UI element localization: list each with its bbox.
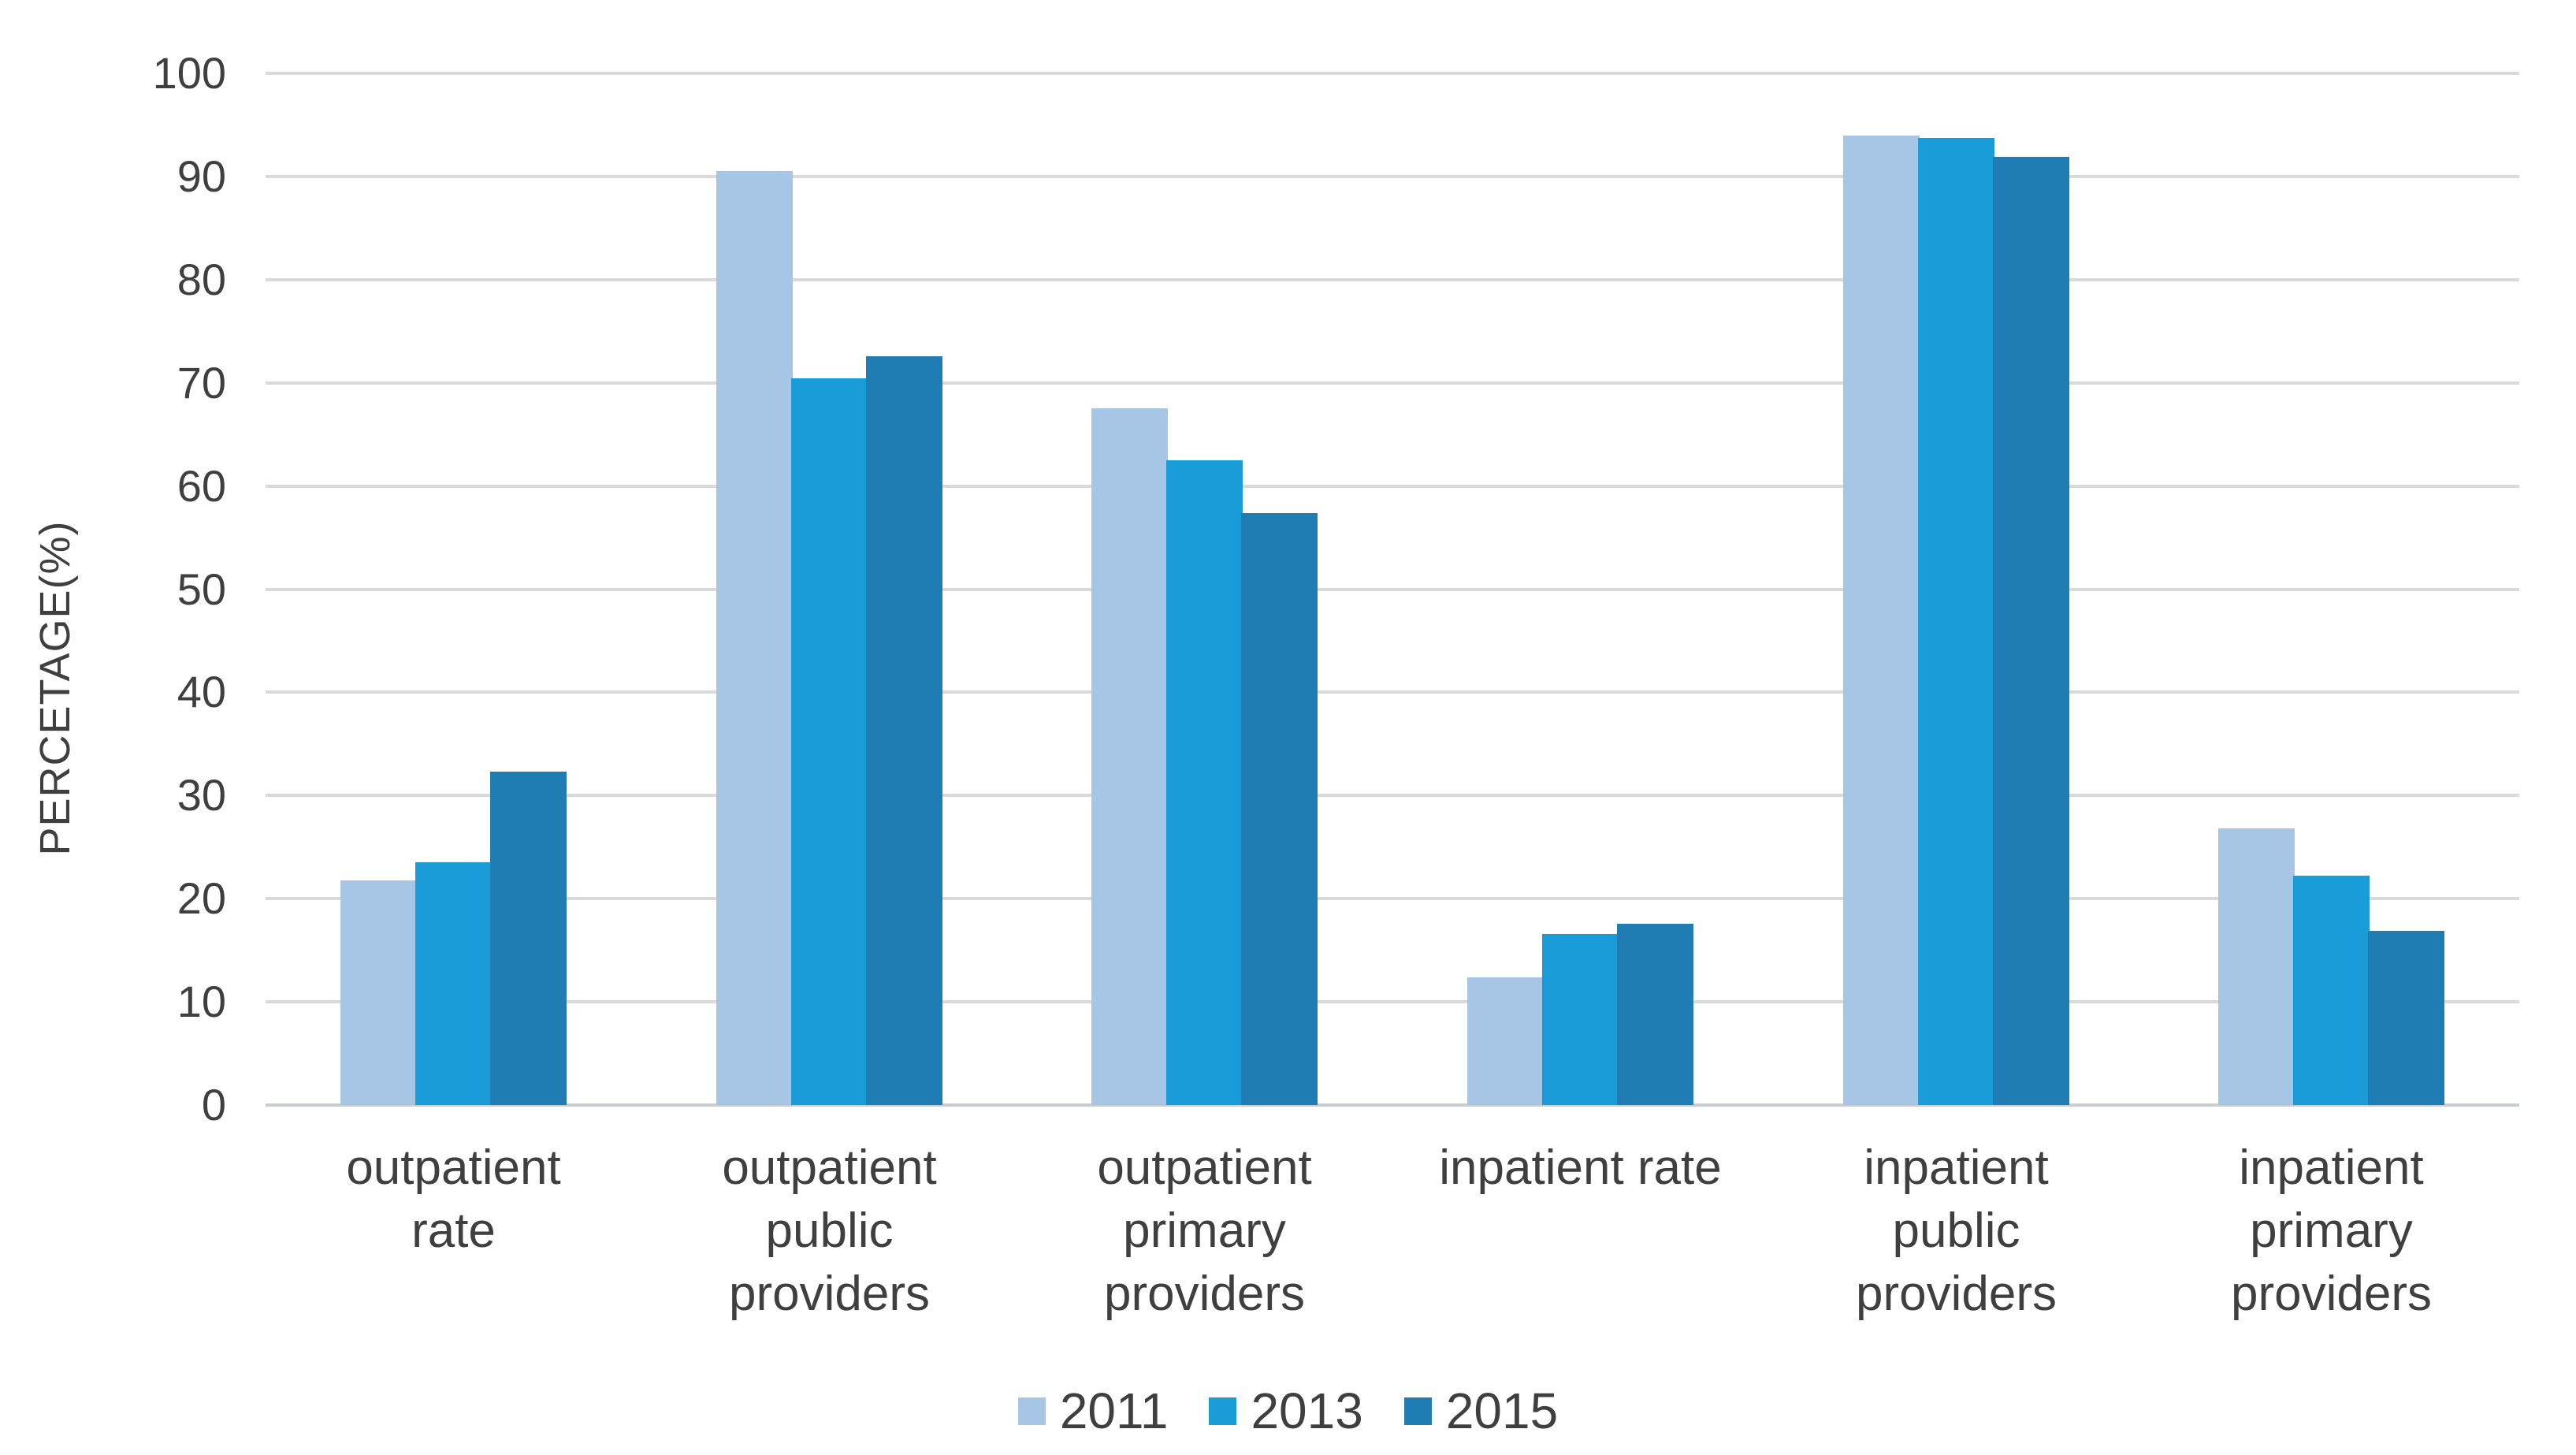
gridline-20 xyxy=(266,897,2519,901)
x-category-label-inpatient-public-providers: inpatient public providers xyxy=(1768,1137,2144,1326)
bar-2013-inpatient-public-providers xyxy=(1918,138,1994,1105)
bar-2015-outpatient-primary-providers xyxy=(1241,513,1318,1105)
bar-2015-inpatient-public-providers xyxy=(1993,157,2069,1105)
x-category-label-outpatient-public-providers: outpatient public providers xyxy=(641,1137,1017,1326)
x-category-label-line: providers xyxy=(729,1267,930,1321)
x-category-label-line: providers xyxy=(1856,1267,2057,1321)
y-tick-label-0: 0 xyxy=(201,1080,226,1129)
legend-item-2013: 2013 xyxy=(1209,1382,1363,1439)
bar-2015-inpatient-rate xyxy=(1617,924,1693,1105)
y-tick-label-40: 40 xyxy=(177,667,226,717)
x-category-label-line: inpatient xyxy=(2239,1141,2424,1195)
legend-item-2011: 2011 xyxy=(1017,1382,1169,1439)
x-category-label-line: inpatient xyxy=(1864,1141,2049,1195)
x-category-label-line: public xyxy=(1892,1204,2020,1258)
x-category-label-inpatient-rate: inpatient rate xyxy=(1392,1137,1768,1200)
y-tick-label-90: 90 xyxy=(177,151,226,201)
bar-2011-inpatient-primary-providers xyxy=(2218,828,2295,1105)
gridline-100 xyxy=(266,72,2519,75)
bar-2013-outpatient-primary-providers xyxy=(1166,460,1243,1105)
legend-swatch-2015 xyxy=(1403,1397,1432,1425)
bar-2013-outpatient-public-providers xyxy=(791,378,868,1105)
y-tick-label-50: 50 xyxy=(177,564,226,614)
x-category-label-line: primary xyxy=(2250,1204,2413,1258)
bar-2015-inpatient-primary-providers xyxy=(2368,931,2444,1105)
x-axis-baseline xyxy=(266,1103,2519,1107)
x-category-label-line: outpatient xyxy=(346,1141,561,1195)
gridline-60 xyxy=(266,484,2519,488)
bar-2015-outpatient-rate xyxy=(490,772,567,1105)
bar-2011-inpatient-public-providers xyxy=(1843,136,1920,1105)
y-tick-label-10: 10 xyxy=(177,977,226,1027)
bar-2013-inpatient-rate xyxy=(1542,934,1619,1105)
y-tick-label-70: 70 xyxy=(177,357,226,407)
bar-2011-outpatient-public-providers xyxy=(716,171,793,1105)
x-category-label-line: outpatient xyxy=(722,1141,937,1195)
bar-2011-outpatient-primary-providers xyxy=(1091,408,1168,1105)
bar-2013-inpatient-primary-providers xyxy=(2293,876,2370,1105)
bar-2015-outpatient-public-providers xyxy=(866,356,942,1105)
legend-label-2015: 2015 xyxy=(1445,1382,1559,1439)
x-category-label-line: inpatient rate xyxy=(1439,1141,1722,1195)
bar-2011-outpatient-rate xyxy=(340,880,417,1105)
y-tick-label-60: 60 xyxy=(177,460,226,511)
x-category-label-outpatient-rate: outpatient rate xyxy=(266,1137,641,1263)
x-category-label-line: rate xyxy=(411,1204,496,1258)
legend-label-2011: 2011 xyxy=(1059,1382,1169,1439)
gridline-40 xyxy=(266,690,2519,694)
x-category-label-line: providers xyxy=(2231,1267,2432,1321)
gridline-90 xyxy=(266,174,2519,178)
x-category-label-line: primary xyxy=(1123,1204,1286,1258)
gridline-80 xyxy=(266,277,2519,281)
bar-2011-inpatient-rate xyxy=(1467,977,1544,1105)
legend-swatch-2011 xyxy=(1017,1397,1046,1425)
gridline-50 xyxy=(266,587,2519,591)
gridline-10 xyxy=(266,1000,2519,1004)
x-category-label-inpatient-primary-providers: inpatient primary providers xyxy=(2143,1137,2519,1326)
y-tick-label-30: 30 xyxy=(177,770,226,821)
x-category-label-outpatient-primary-providers: outpatient primary providers xyxy=(1017,1137,1392,1326)
legend-label-2013: 2013 xyxy=(1251,1382,1363,1439)
x-category-label-line: providers xyxy=(1104,1267,1305,1321)
legend: 2011 2013 2015 xyxy=(0,1386,2576,1436)
legend-swatch-2013 xyxy=(1209,1397,1237,1425)
gridline-30 xyxy=(266,794,2519,798)
legend-item-2015: 2015 xyxy=(1403,1382,1559,1439)
y-tick-label-20: 20 xyxy=(177,873,226,924)
y-tick-label-80: 80 xyxy=(177,254,226,304)
bar-2013-outpatient-rate xyxy=(415,862,492,1105)
x-category-label-line: outpatient xyxy=(1097,1141,1312,1195)
y-tick-label-100: 100 xyxy=(152,48,226,98)
x-category-label-line: public xyxy=(765,1204,894,1258)
gridline-70 xyxy=(266,381,2519,385)
